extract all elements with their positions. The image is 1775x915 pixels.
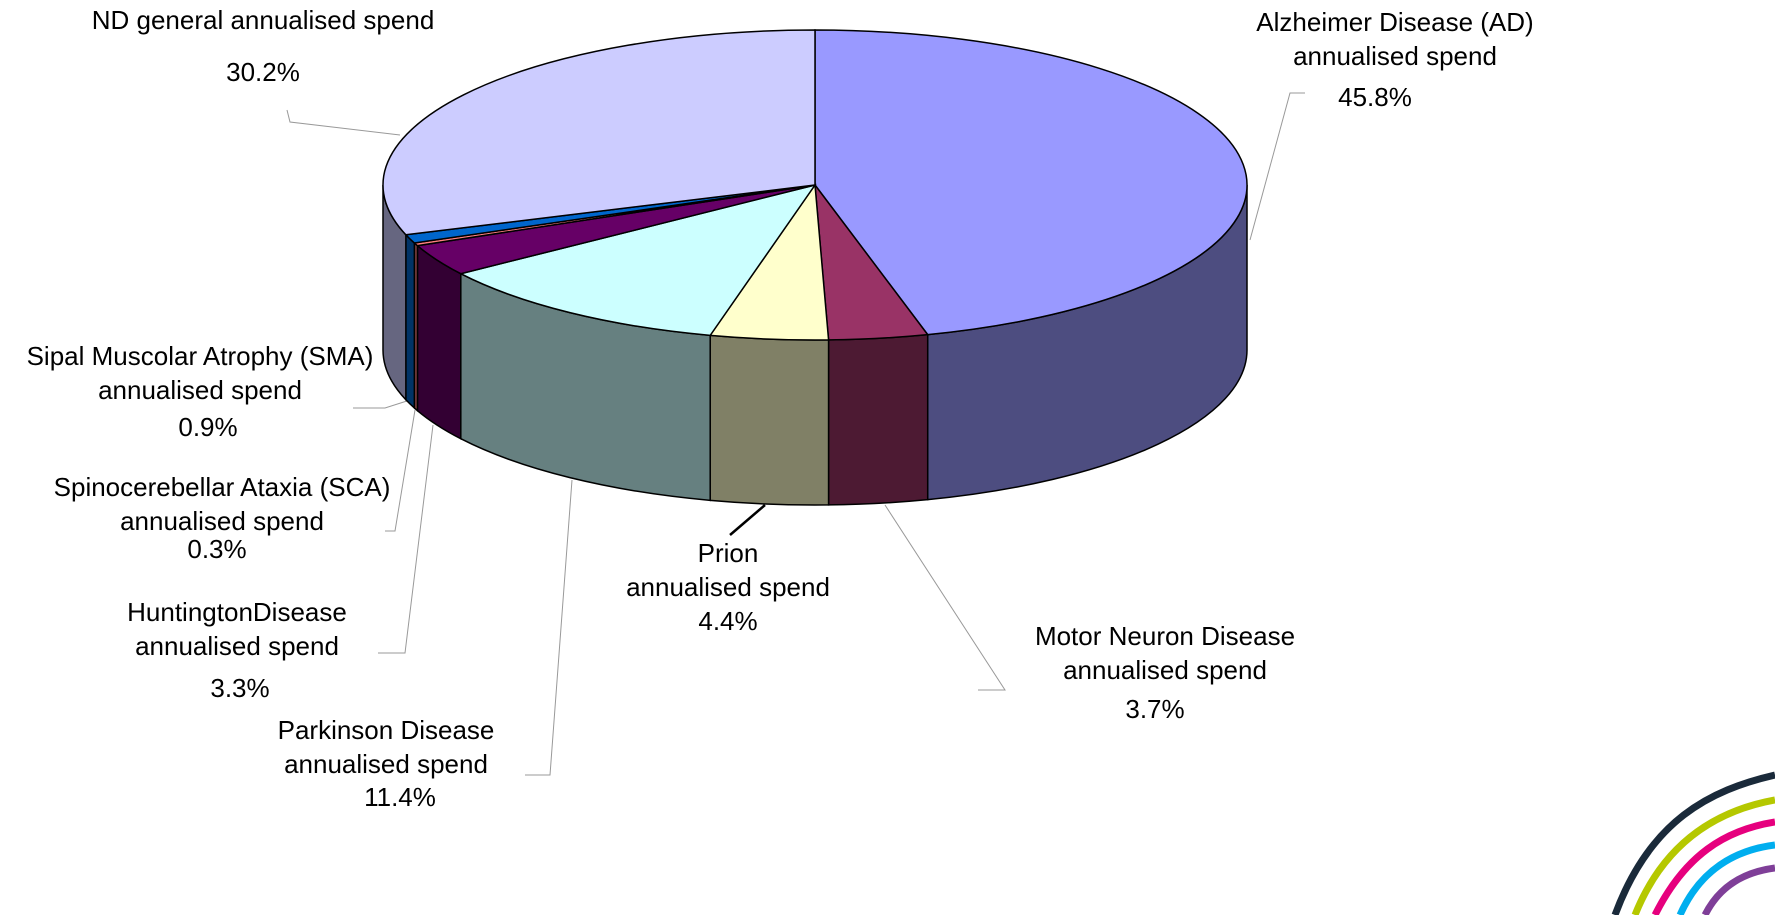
value-label: 4.4% <box>628 604 828 638</box>
leader-line <box>287 110 400 135</box>
leader-line <box>885 505 1005 690</box>
slice-label: Alzheimer Disease (AD) annualised spend <box>1225 5 1565 73</box>
pie-slice-side <box>710 335 828 505</box>
value-label: 3.7% <box>1055 692 1255 726</box>
pie-slice-side <box>406 235 414 408</box>
leader-line <box>730 505 765 535</box>
slice-label: Sipal Muscolar Atrophy (SMA) annualised … <box>0 339 400 407</box>
value-label: 11.4% <box>300 780 500 814</box>
chart: Alzheimer Disease (AD) annualised spend 4… <box>0 0 1775 915</box>
slice-label: Spinocerebellar Ataxia (SCA) annualised … <box>22 470 422 538</box>
value-label: 0.3% <box>117 532 317 566</box>
slice-label: Prion annualised spend <box>598 536 858 604</box>
slice-label: Parkinson Disease annualised spend <box>246 713 526 781</box>
value-label: 45.8% <box>1275 80 1475 114</box>
leader-line <box>525 480 572 775</box>
value-label: 3.3% <box>140 671 340 705</box>
slice-label: ND general annualised spend <box>43 3 483 37</box>
swirl <box>1705 868 1775 915</box>
leader-line <box>1250 93 1305 240</box>
pie-slice-side <box>829 335 928 505</box>
value-label: 0.9% <box>108 410 308 444</box>
leader-line <box>378 425 433 653</box>
pie-slice-side <box>417 246 460 439</box>
swirl <box>1635 800 1775 915</box>
pie-tops <box>383 30 1247 340</box>
value-label: 30.2% <box>163 55 363 89</box>
decoration <box>1615 775 1775 915</box>
slice-label: Motor Neuron Disease annualised spend <box>995 619 1335 687</box>
slice-label: HuntingtonDisease annualised spend <box>102 595 372 663</box>
